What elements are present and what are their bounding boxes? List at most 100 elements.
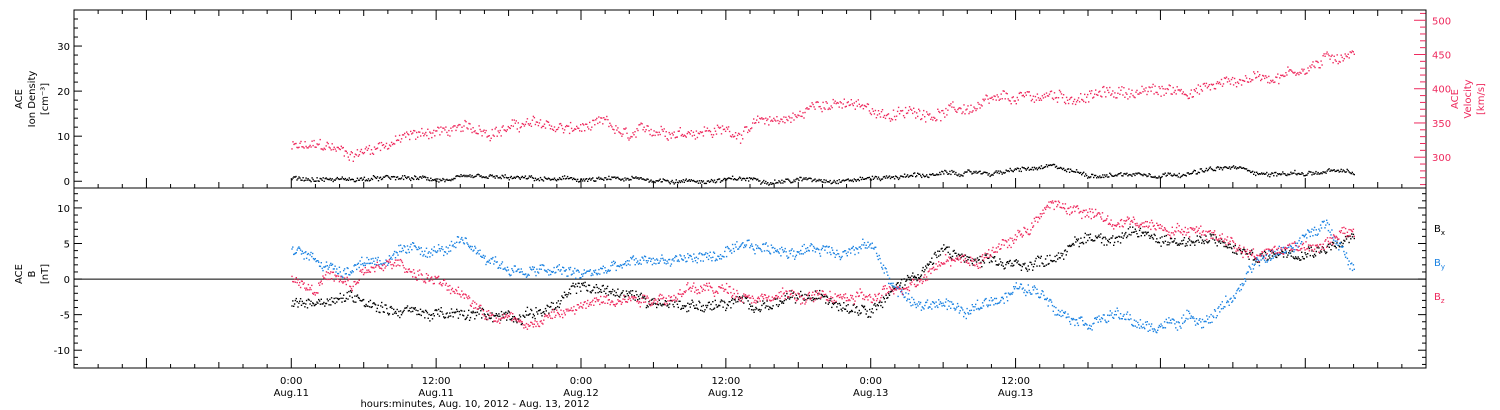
- bx-point: [493, 314, 495, 317]
- density-point: [301, 179, 303, 181]
- by-point: [1033, 285, 1036, 287]
- bz-point: [494, 320, 497, 322]
- velocity-point: [976, 108, 978, 110]
- by-point: [1162, 327, 1164, 329]
- density-point: [806, 178, 808, 181]
- velocity-point: [398, 134, 401, 137]
- by-point: [906, 298, 909, 300]
- velocity-point: [875, 117, 878, 119]
- density-point: [831, 182, 833, 184]
- velocity-point: [967, 105, 969, 107]
- by-point: [1344, 256, 1347, 258]
- bx-point: [994, 260, 997, 262]
- velocity-point: [828, 107, 830, 109]
- bx-point: [899, 284, 901, 286]
- by-point: [682, 259, 685, 261]
- bx-point: [1163, 242, 1165, 244]
- bx-point: [1170, 237, 1173, 240]
- bx-point: [1207, 241, 1210, 243]
- bx-point: [386, 307, 388, 310]
- density-point: [557, 178, 560, 181]
- density-point: [1245, 168, 1248, 170]
- by-point: [1266, 261, 1268, 263]
- bx-point: [1025, 268, 1028, 270]
- by-point: [693, 253, 695, 255]
- velocity-point: [735, 138, 738, 140]
- by-point: [1004, 292, 1006, 295]
- bx-point: [299, 298, 302, 300]
- velocity-point: [579, 130, 581, 132]
- density-point: [333, 179, 335, 181]
- by-point: [1026, 291, 1029, 294]
- velocity-point: [902, 115, 905, 117]
- velocity-point: [856, 105, 858, 107]
- by-point: [658, 262, 660, 264]
- density-point: [1012, 170, 1014, 173]
- by-point: [814, 251, 817, 253]
- density-point: [1056, 167, 1059, 170]
- density-point: [430, 177, 432, 179]
- bx-point: [958, 254, 961, 256]
- bx-point: [462, 315, 465, 317]
- by-point: [420, 247, 422, 249]
- by-point: [668, 258, 670, 261]
- density-point: [359, 177, 362, 180]
- velocity-point: [787, 119, 789, 122]
- velocity-point: [1327, 53, 1329, 55]
- by-point: [743, 246, 745, 249]
- bx-point: [677, 306, 679, 309]
- by-point: [1316, 234, 1318, 236]
- bx-point: [449, 312, 451, 314]
- density-point: [1181, 175, 1183, 177]
- density-point: [719, 181, 722, 183]
- bx-point: [643, 295, 646, 298]
- density-point: [1294, 169, 1296, 172]
- velocity-point: [1095, 89, 1097, 91]
- bx-point: [688, 303, 691, 305]
- by-point: [1255, 259, 1257, 261]
- bz-point: [309, 287, 311, 289]
- bx-point: [462, 314, 464, 316]
- bx-point: [359, 299, 361, 302]
- bx-point: [713, 307, 716, 309]
- density-point: [1109, 172, 1111, 174]
- density-point: [1190, 173, 1192, 175]
- density-point: [1088, 176, 1090, 178]
- bx-point: [303, 302, 305, 304]
- density-point: [1307, 172, 1309, 175]
- bx-point: [1236, 253, 1238, 255]
- velocity-point: [488, 135, 490, 137]
- velocity-point: [671, 132, 673, 134]
- velocity-point: [1284, 75, 1286, 77]
- velocity-point: [992, 98, 994, 101]
- bx-point: [1084, 232, 1086, 235]
- density-point: [1016, 167, 1018, 169]
- velocity-point: [786, 118, 788, 121]
- by-point: [362, 264, 365, 267]
- bx-point: [576, 285, 579, 288]
- by-point: [1218, 306, 1220, 308]
- bx-point: [839, 304, 842, 306]
- density-point: [307, 178, 309, 180]
- bx-point: [565, 293, 567, 296]
- density-point: [935, 174, 937, 176]
- velocity-point: [1352, 51, 1354, 53]
- density-point: [1003, 172, 1005, 174]
- density-point: [970, 171, 972, 173]
- density-point: [901, 175, 904, 178]
- bx-point: [294, 299, 297, 302]
- bx-point: [1090, 239, 1092, 241]
- by-point: [499, 267, 502, 269]
- velocity-point: [1313, 65, 1315, 67]
- bx-point: [1141, 231, 1143, 234]
- by-point: [311, 255, 313, 258]
- density-point: [369, 179, 372, 181]
- velocity-point: [1168, 84, 1170, 86]
- bx-point: [568, 288, 571, 290]
- bx-point: [490, 317, 492, 319]
- density-point: [1271, 172, 1273, 174]
- velocity-point: [790, 121, 792, 123]
- velocity-point: [874, 109, 877, 112]
- bx-point: [399, 310, 402, 312]
- by-point: [589, 269, 591, 271]
